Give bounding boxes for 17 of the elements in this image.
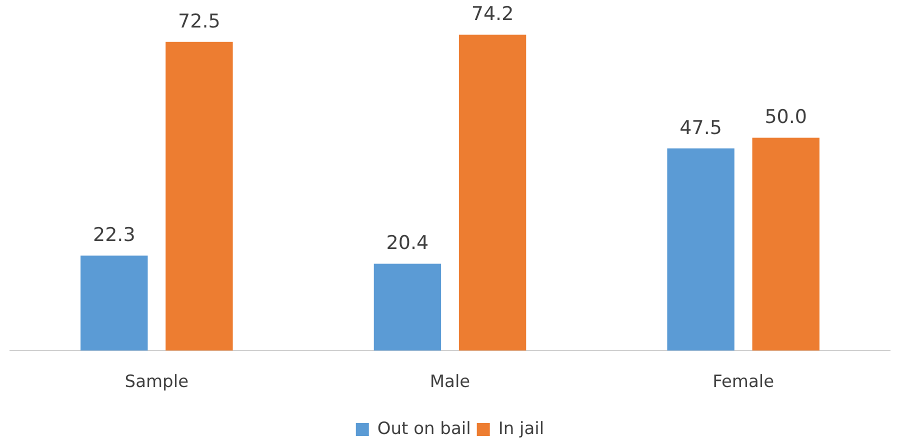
x-tick-label: Female [712,372,774,392]
bar [374,264,442,351]
data-label: 72.5 [178,10,220,32]
x-tick-label: Male [430,372,470,392]
bar [667,148,734,351]
bar [458,34,526,351]
data-label: 50.0 [764,106,808,128]
data-label: 20.4 [386,232,429,254]
bar [166,42,233,351]
x-tick-label: Sample [124,372,189,392]
bar [80,256,148,351]
bar [752,138,820,351]
data-label: 47.5 [680,116,722,139]
legend-label: Out on bail [377,418,471,439]
data-label: 74.2 [471,3,514,26]
legend-label: In jail [498,418,544,439]
data-label: 22.3 [92,224,136,246]
